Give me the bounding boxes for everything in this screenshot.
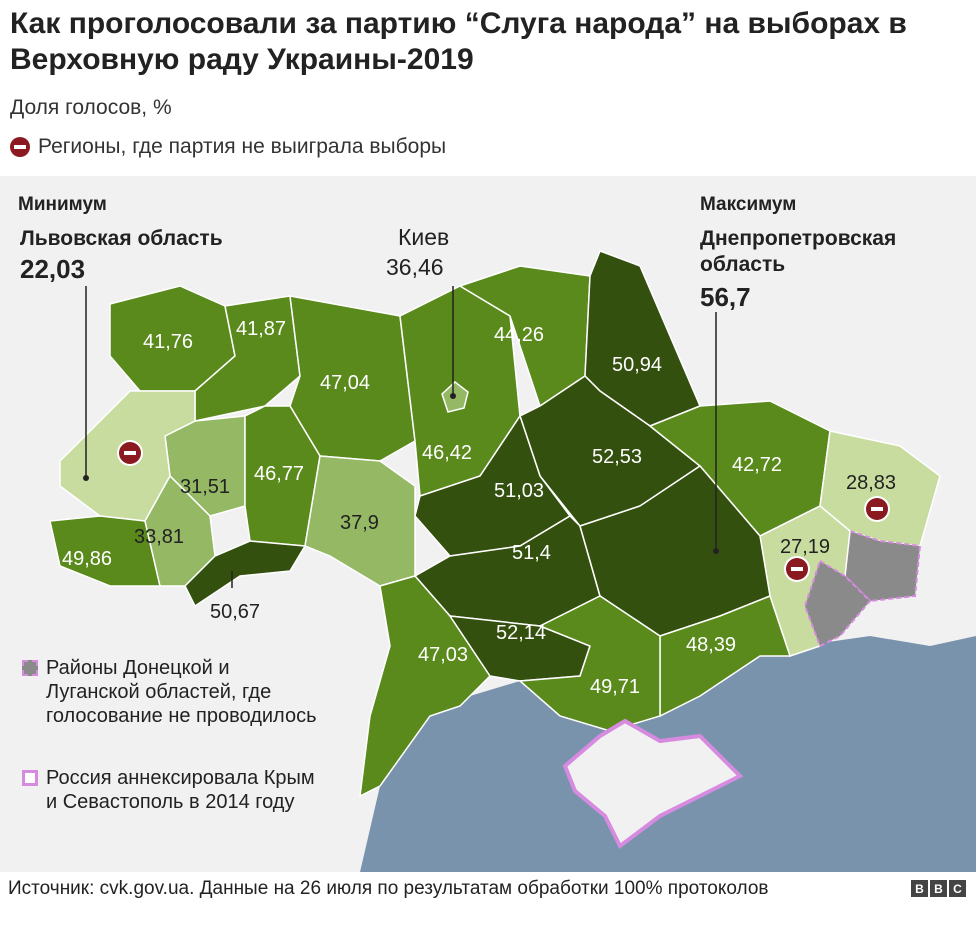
- region-kherson: [518, 595, 661, 732]
- region-donetsk-occupied: [803, 559, 872, 648]
- callout-min-value: 22,03: [20, 254, 86, 284]
- callout-kiev-value: 36,46: [386, 254, 444, 280]
- region-label-zhytomyr: 47,04: [320, 372, 371, 394]
- bbc-logo: B B C: [911, 880, 966, 897]
- legend-no-win-label: Регионы, где партия не выиграла выборы: [38, 135, 447, 158]
- region-label-kherson: 49,71: [590, 676, 641, 698]
- no-entry-icon: [10, 137, 30, 157]
- region-label-zakarpattia: 49,86: [62, 548, 113, 570]
- map: 41,76 41,87 47,04 46,42 44,26 50,94 52,5…: [0, 176, 976, 872]
- callout-max-value: 56,7: [700, 282, 751, 312]
- region-label-khmelnytskyi: 46,77: [254, 463, 305, 485]
- region-chernivtsi: [184, 540, 307, 608]
- region-label-kyiv-oblast: 46,42: [422, 442, 473, 464]
- region-label-zaporizhzhia: 48,39: [686, 634, 737, 656]
- legend-no-win: Регионы, где партия не выиграла выборы: [10, 135, 446, 159]
- callout-dot-min: [83, 475, 89, 481]
- callout-max-name: Днепропетровская область: [700, 227, 897, 276]
- map-title: Как проголосовали за партию “Слуга народ…: [10, 7, 907, 76]
- callout-dot-kiev: [450, 393, 456, 399]
- region-label-cherkasy: 51,03: [494, 480, 545, 502]
- region-label-ivano-frankivsk: 33,81: [134, 526, 185, 548]
- region-label-chernihiv: 44,26: [494, 324, 545, 346]
- no-vote-swatch: [22, 660, 38, 676]
- callout-kiev-name: Киев: [398, 224, 450, 250]
- region-label-luhansk: 28,83: [846, 472, 897, 494]
- callout-dot-max: [713, 548, 719, 554]
- no-win-marker-lviv: [119, 442, 141, 464]
- no-win-marker-donetsk: [786, 558, 808, 580]
- no-win-marker-luhansk: [866, 498, 888, 520]
- region-label-donetsk: 27,19: [780, 536, 831, 558]
- region-label-poltava: 52,53: [592, 446, 643, 468]
- callout-min-name: Львовская область: [20, 227, 223, 250]
- map-svg: [49, 250, 976, 872]
- region-label-kirovohrad: 51,4: [512, 542, 551, 564]
- region-label-ternopil: 31,51: [180, 476, 231, 498]
- legend-annexed-label: Россия аннексировала Крым и Севастополь …: [46, 767, 315, 813]
- map-subtitle: Доля голосов, %: [10, 96, 172, 119]
- source-footer: Источник: cvk.gov.ua. Данные на 26 июля …: [8, 878, 769, 899]
- region-label-odesa: 47,03: [418, 644, 469, 666]
- callout-max-head: Максимум: [700, 194, 797, 215]
- region-label-vinnytsia: 37,9: [340, 512, 379, 534]
- legend-no-vote-label: Районы Донецкой и Луганской областей, гд…: [46, 657, 317, 727]
- region-label-volyn: 41,76: [143, 331, 194, 353]
- region-zaporizhzhia: [659, 595, 792, 718]
- legend-no-vote: Районы Донецкой и Луганской областей, гд…: [22, 656, 322, 728]
- region-label-chernivtsi: 50,67: [210, 601, 261, 623]
- annexed-swatch: [22, 770, 38, 786]
- region-crimea: [562, 718, 744, 850]
- callout-min-head: Минимум: [18, 194, 107, 215]
- region-odesa: [359, 575, 491, 798]
- legend-annexed: Россия аннексировала Крым и Севастополь …: [22, 766, 322, 814]
- region-label-sumy: 50,94: [612, 354, 663, 376]
- region-label-rivne: 41,87: [236, 318, 287, 340]
- region-label-mykolaiv: 52,14: [496, 622, 547, 644]
- region-label-kharkiv: 42,72: [732, 454, 783, 476]
